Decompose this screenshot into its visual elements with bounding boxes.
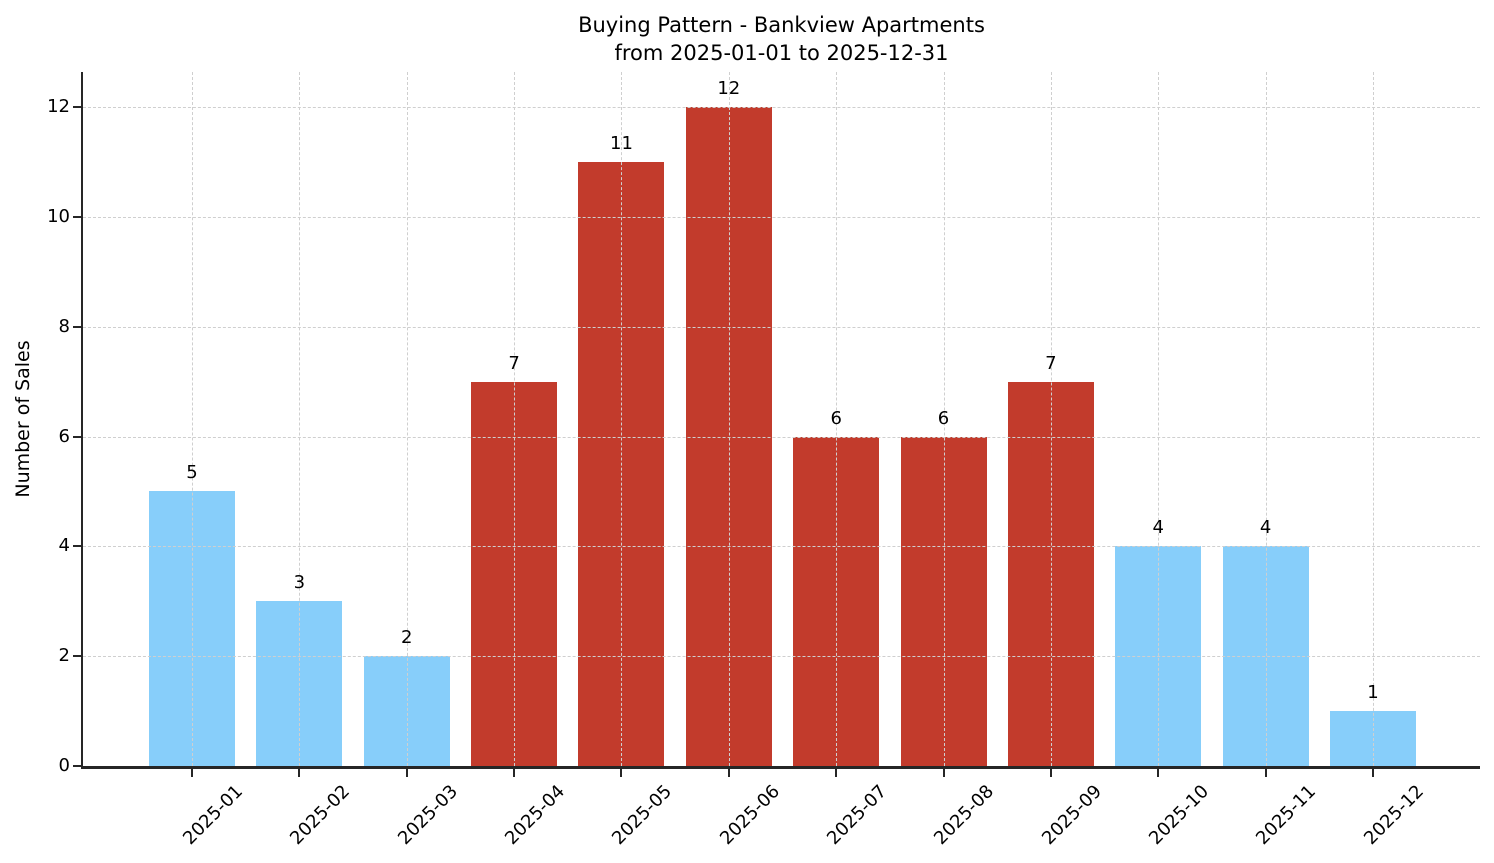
x-tick-mark bbox=[620, 768, 623, 777]
x-tick-mark bbox=[191, 768, 193, 777]
bar-value-label: 4 bbox=[1152, 517, 1164, 539]
bar-value-label: 6 bbox=[937, 407, 950, 429]
x-tick-label: 2025-11 bbox=[1252, 781, 1321, 850]
h-gridline bbox=[83, 546, 1480, 548]
bar-value-label: 2 bbox=[400, 627, 413, 649]
v-gridline bbox=[299, 72, 301, 766]
bar-value-label: 7 bbox=[508, 352, 520, 374]
x-tick-mark bbox=[298, 768, 301, 777]
y-tick-label: 6 bbox=[58, 425, 70, 447]
h-gridline bbox=[83, 326, 1480, 328]
v-gridline bbox=[621, 72, 623, 766]
v-gridline bbox=[836, 72, 838, 766]
bar-value-label: 12 bbox=[717, 78, 741, 100]
bar-value-label: 1 bbox=[1367, 682, 1379, 704]
x-tick-mark bbox=[405, 768, 408, 777]
chart-title-block: Buying Pattern - Bankview Apartments fro… bbox=[83, 11, 1480, 67]
v-gridline bbox=[1373, 72, 1374, 766]
h-gridline bbox=[83, 216, 1480, 218]
x-tick-label: 2025-10 bbox=[1145, 781, 1214, 850]
y-tick-label: 4 bbox=[58, 535, 70, 557]
v-gridline bbox=[514, 72, 516, 766]
v-gridline bbox=[1050, 72, 1052, 766]
chart-title: Buying Pattern - Bankview Apartments bbox=[578, 13, 985, 37]
x-tick-mark bbox=[942, 768, 945, 777]
y-tick-mark bbox=[72, 106, 82, 109]
x-tick-mark bbox=[513, 768, 516, 777]
x-tick-label: 2025-02 bbox=[286, 781, 355, 850]
x-tick-mark bbox=[1049, 768, 1052, 777]
y-tick-mark bbox=[72, 215, 82, 218]
bar-value-label: 6 bbox=[830, 407, 842, 429]
x-tick-mark bbox=[1264, 768, 1267, 777]
x-axis-spine bbox=[80, 766, 1480, 769]
x-tick-label: 2025-05 bbox=[608, 781, 677, 850]
x-tick-mark bbox=[727, 768, 730, 777]
x-tick-label: 2025-12 bbox=[1359, 781, 1428, 850]
x-tick-label: 2025-04 bbox=[500, 781, 569, 850]
chart-subtitle: from 2025-01-01 to 2025-12-31 bbox=[614, 41, 949, 65]
v-gridline bbox=[728, 72, 730, 766]
bar-value-label: 3 bbox=[293, 572, 306, 594]
bar-value-label: 4 bbox=[1259, 517, 1272, 539]
x-tick-mark bbox=[1372, 768, 1374, 777]
y-tick-mark bbox=[72, 435, 82, 438]
h-gridline bbox=[83, 107, 1480, 109]
x-tick-label: 2025-06 bbox=[715, 781, 784, 850]
bar-value-label: 5 bbox=[186, 462, 198, 484]
y-tick-mark bbox=[72, 765, 82, 767]
y-tick-label: 10 bbox=[47, 205, 70, 227]
y-axis-spine bbox=[80, 72, 83, 769]
v-gridline bbox=[1265, 72, 1267, 766]
x-tick-mark bbox=[835, 768, 838, 777]
x-tick-label: 2025-03 bbox=[393, 781, 462, 850]
x-tick-label: 2025-01 bbox=[178, 781, 247, 850]
y-tick-label: 0 bbox=[58, 755, 70, 776]
bar-value-label: 7 bbox=[1045, 352, 1057, 374]
y-tick-mark bbox=[72, 655, 82, 658]
x-tick-label: 2025-07 bbox=[822, 781, 892, 850]
v-gridline bbox=[943, 72, 945, 766]
y-tick-mark bbox=[72, 325, 82, 328]
v-gridline bbox=[406, 72, 408, 766]
x-tick-label: 2025-09 bbox=[1037, 781, 1106, 850]
h-gridline bbox=[83, 436, 1480, 438]
v-gridline bbox=[1158, 72, 1160, 766]
x-tick-mark bbox=[1157, 768, 1160, 777]
y-tick-label: 12 bbox=[47, 96, 70, 118]
v-gridline bbox=[192, 72, 193, 766]
x-tick-label: 2025-08 bbox=[930, 781, 999, 850]
y-tick-label: 2 bbox=[58, 645, 70, 667]
bar-value-label: 11 bbox=[610, 133, 633, 155]
y-tick-mark bbox=[72, 545, 82, 548]
h-gridline bbox=[83, 656, 1480, 658]
y-tick-label: 8 bbox=[58, 315, 70, 337]
